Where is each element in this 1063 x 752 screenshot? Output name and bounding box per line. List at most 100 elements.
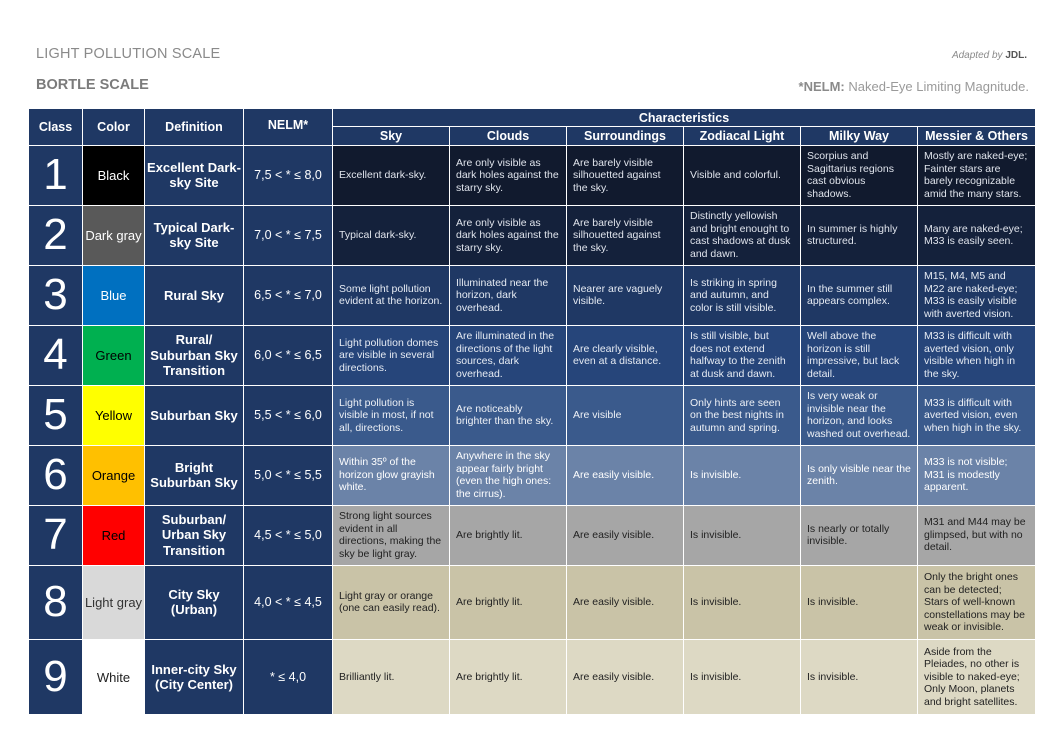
col-header-nelm: NELM*: [243, 108, 333, 146]
clouds-cell: Anywhere in the sky appear fairly bright…: [449, 444, 567, 506]
definition-cell: Rural Sky: [144, 264, 244, 326]
milky-way-cell: Is only visible near the zenith.: [800, 444, 918, 506]
color-swatch: Orange: [82, 444, 145, 506]
class-number: 7: [28, 504, 83, 566]
clouds-cell: Are noticeably brighter than the sky.: [449, 384, 567, 446]
nelm-cell: 5,0 < * ≤ 5,5: [243, 444, 333, 506]
zodiacal-light-cell: Is invisible.: [683, 444, 801, 506]
nelm-cell: 7,0 < * ≤ 7,5: [243, 204, 333, 266]
messier-cell: M31 and M44 may be glimpsed, but with no…: [916, 504, 1037, 566]
col-header-sky: Sky: [332, 126, 450, 146]
surroundings-cell: Are visible: [566, 384, 684, 446]
milky-way-cell: Well above the horizon is still impressi…: [800, 324, 918, 386]
nelm-note-text: Naked-Eye Limiting Magnitude.: [844, 79, 1029, 94]
milky-way-cell: Is invisible.: [800, 564, 918, 641]
messier-cell: M15, M4, M5 and M22 are naked-eye; M33 i…: [916, 264, 1037, 326]
header-row-sub: Sky Clouds Surroundings Zodiacal Light M…: [29, 126, 1037, 146]
messier-cell: Many are naked-eye; M33 is easily seen.: [916, 204, 1037, 266]
col-header-milky-way: Milky Way: [800, 126, 918, 146]
clouds-cell: Are illuminated in the directions of the…: [449, 324, 567, 386]
col-header-color: Color: [82, 108, 145, 146]
class-number: 5: [28, 384, 83, 446]
color-swatch: White: [82, 639, 145, 715]
table-row: 7 Red Suburban/ Urban Sky Transition 4,5…: [28, 504, 1037, 566]
zodiacal-light-cell: Is striking in spring and autumn, and co…: [683, 264, 801, 326]
nelm-cell: 6,0 < * ≤ 6,5: [243, 324, 333, 386]
header-row-top: Class Color Definition NELM* Characteris…: [28, 108, 1037, 146]
color-swatch: Dark gray: [82, 204, 145, 266]
zodiacal-light-cell: Only hints are seen on the best nights i…: [683, 384, 801, 446]
class-number: 9: [28, 639, 83, 715]
zodiacal-light-cell: Is invisible.: [683, 564, 801, 641]
zodiacal-light-cell: Is invisible.: [683, 504, 801, 566]
milky-way-cell: Is nearly or totally invisible.: [800, 504, 918, 566]
surroundings-cell: Nearer are vaguely visible.: [566, 264, 684, 326]
sky-cell: Excellent dark-sky.: [332, 145, 450, 206]
sky-cell: Brilliantly lit.: [332, 639, 450, 715]
nelm-cell: 4,0 < * ≤ 4,5: [243, 564, 333, 641]
definition-cell: Typical Dark-sky Site: [144, 204, 244, 266]
table-row: 8 Light gray City Sky (Urban) 4,0 < * ≤ …: [28, 564, 1037, 641]
table-row: 1 Black Excellent Dark-sky Site 7,5 < * …: [28, 145, 1037, 206]
class-number: 8: [28, 564, 83, 641]
zodiacal-light-cell: Visible and colorful.: [683, 145, 801, 206]
surroundings-cell: Are barely visible silhouetted against t…: [566, 145, 684, 206]
class-number: 4: [28, 324, 83, 386]
sky-cell: Light gray or orange (one can easily rea…: [332, 564, 450, 641]
milky-way-cell: Is invisible.: [800, 639, 918, 715]
page-subtitle: BORTLE SCALE: [36, 77, 149, 93]
clouds-cell: Are brightly lit.: [449, 504, 567, 566]
clouds-cell: Illuminated near the horizon, dark overh…: [449, 264, 567, 326]
table-row: 6 Orange Bright Suburban Sky 5,0 < * ≤ 5…: [28, 444, 1037, 506]
sky-cell: Some light pollution evident at the hori…: [332, 264, 450, 326]
col-header-zodiacal-light: Zodiacal Light: [683, 126, 801, 146]
nelm-footnote: *NELM: Naked-Eye Limiting Magnitude.: [799, 79, 1029, 94]
clouds-cell: Are only visible as dark holes against t…: [449, 204, 567, 266]
clouds-cell: Are only visible as dark holes against t…: [449, 145, 567, 206]
messier-cell: M33 is difficult with averted vision, on…: [916, 324, 1037, 386]
table-row: 3 Blue Rural Sky 6,5 < * ≤ 7,0 Some ligh…: [28, 264, 1037, 326]
nelm-cell: 4,5 < * ≤ 5,0: [243, 504, 333, 566]
messier-cell: M33 is not visible; M31 is modestly appa…: [916, 444, 1037, 506]
col-header-messier: Messier & Others: [916, 126, 1037, 146]
milky-way-cell: In the summer still appears complex.: [800, 264, 918, 326]
table-row: 9 White Inner-city Sky (City Center) * ≤…: [28, 639, 1037, 715]
table-row: 5 Yellow Suburban Sky 5,5 < * ≤ 6,0 Ligh…: [28, 384, 1037, 446]
color-swatch: Black: [82, 145, 145, 206]
nelm-cell: 6,5 < * ≤ 7,0: [243, 264, 333, 326]
table-row: 2 Dark gray Typical Dark-sky Site 7,0 < …: [28, 204, 1037, 266]
definition-cell: Bright Suburban Sky: [144, 444, 244, 506]
surroundings-cell: Are barely visible silhouetted against t…: [566, 204, 684, 266]
milky-way-cell: Is very weak or invisible near the horiz…: [800, 384, 918, 446]
color-swatch: Yellow: [82, 384, 145, 446]
messier-cell: Mostly are naked-eye; Fainter stars are …: [916, 145, 1037, 206]
col-header-surroundings: Surroundings: [566, 126, 684, 146]
surroundings-cell: Are easily visible.: [566, 639, 684, 715]
color-swatch: Red: [82, 504, 145, 566]
zodiacal-light-cell: Distinctly yellowish and bright enought …: [683, 204, 801, 266]
messier-cell: Only the bright ones can be detected; St…: [916, 564, 1037, 641]
credit-author: JDL.: [1005, 50, 1027, 61]
clouds-cell: Are brightly lit.: [449, 564, 567, 641]
col-header-definition: Definition: [144, 108, 244, 146]
surroundings-cell: Are easily visible.: [566, 444, 684, 506]
class-number: 1: [28, 145, 83, 206]
definition-cell: City Sky (Urban): [144, 564, 244, 641]
messier-cell: M33 is difficult with averted vision, ev…: [916, 384, 1037, 446]
zodiacal-light-cell: Is invisible.: [683, 639, 801, 715]
sky-cell: Light pollution domes are visible in sev…: [332, 324, 450, 386]
surroundings-cell: Are easily visible.: [566, 564, 684, 641]
class-number: 2: [28, 204, 83, 266]
col-header-characteristics: Characteristics: [331, 108, 1037, 127]
col-header-clouds: Clouds: [449, 126, 567, 146]
clouds-cell: Are brightly lit.: [449, 639, 567, 715]
nelm-cell: 5,5 < * ≤ 6,0: [243, 384, 333, 446]
definition-cell: Rural/ Suburban Sky Transition: [144, 324, 244, 386]
milky-way-cell: Scorpius and Sagittarius regions cast ob…: [800, 145, 918, 206]
nelm-cell: 7,5 < * ≤ 8,0: [243, 145, 333, 206]
surroundings-cell: Are clearly visible, even at a distance.: [566, 324, 684, 386]
nelm-cell: * ≤ 4,0: [243, 639, 333, 715]
bortle-table: Class Color Definition NELM* Characteris…: [28, 108, 1037, 715]
milky-way-cell: In summer is highly structured.: [800, 204, 918, 266]
surroundings-cell: Are easily visible.: [566, 504, 684, 566]
